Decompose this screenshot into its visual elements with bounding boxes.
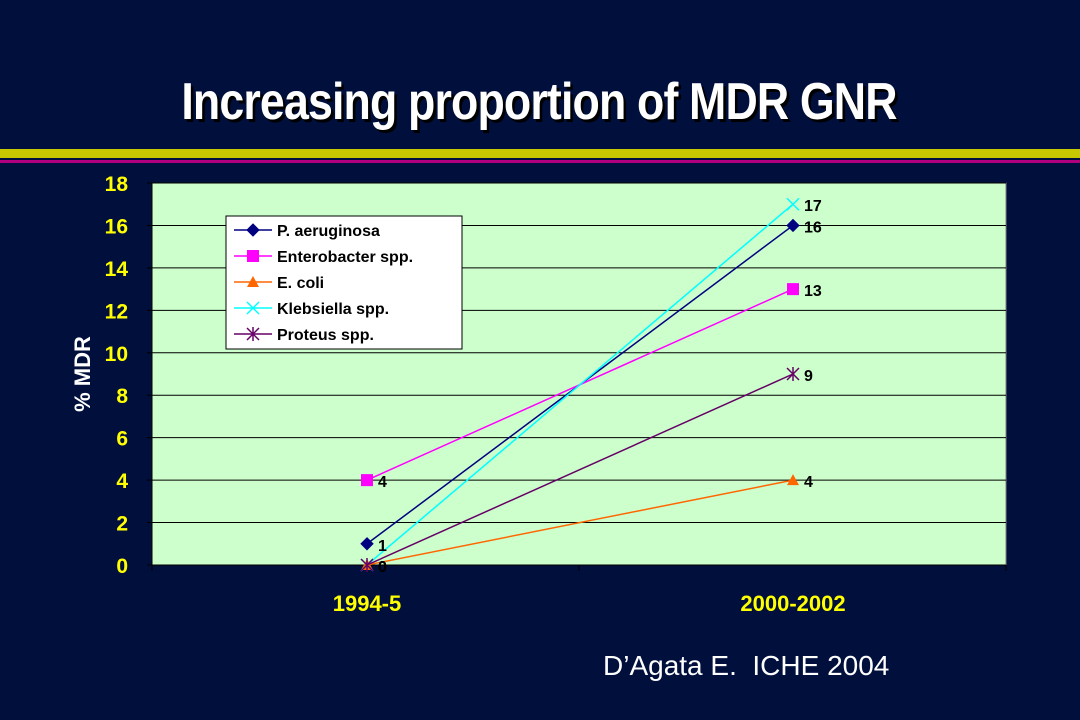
title-rule-purple [0,160,1080,163]
y-tick-label: 2 [116,513,128,536]
series-line [366,479,794,566]
legend: P. aeruginosa Enterobacter spp. E. coli Kle… [225,215,463,350]
data-point [787,474,799,486]
legend-swatch-marker [247,276,259,287]
data-label: 16 [804,219,822,236]
data-label: 13 [804,283,822,300]
data-label: 9 [804,368,813,385]
data-point [360,537,374,551]
data-point [786,197,800,211]
x-tick-label: 2000-2002 [740,591,845,616]
data-point [786,367,800,381]
y-tick-label: 0 [116,555,128,578]
y-tick-labels: 0 2 4 6 8 10 12 14 16 18 [105,173,129,578]
data-label: 0 [378,559,387,576]
marker-stroke [786,197,800,211]
y-tick-label: 12 [105,300,128,323]
x-tick-labels: 1994-5 2000-2002 [333,591,846,616]
y-tick-label: 14 [105,258,129,281]
marker-stroke [246,301,260,315]
legend-entry: Proteus spp. [277,327,374,344]
slide-title: Increasing proportion of MDR GNR [181,73,897,131]
data-label: 1 [378,538,387,555]
title-rule-yellow [0,149,1080,158]
legend-entry: E. coli [277,275,324,292]
data-point [787,283,799,296]
y-tick-label: 16 [105,215,128,238]
legend-entry: Klebsiella spp. [277,301,389,318]
x-tick-label: 1994-5 [333,591,402,616]
y-tick-label: 4 [116,470,128,493]
data-point [786,218,800,233]
axes [147,182,1007,571]
legend-swatch-marker [247,250,259,262]
legend-entry: P. aeruginosa [277,223,380,240]
citation: D’Agata E. ICHE 2004 [603,650,890,681]
data-point [360,558,374,572]
data-label: 0 [378,559,387,576]
series-line [366,373,794,566]
series-lines [360,197,800,572]
data-label: 4 [804,474,813,491]
y-tick-label: 6 [116,428,128,451]
data-label: 0 [378,559,387,576]
legend-swatch-marker [246,327,260,341]
y-tick-label: 8 [116,385,128,408]
series-line [366,203,794,566]
data-point [361,474,373,487]
legend-entry: Enterobacter spp. [277,249,413,266]
legend-swatch-marker [246,301,260,315]
data-label: 4 [378,474,387,491]
y-tick-label: 10 [105,343,128,366]
y-tick-label: 18 [105,173,129,196]
legend-swatch-marker [246,223,260,237]
y-axis-label: % MDR [70,336,95,412]
data-label: 17 [804,198,822,215]
